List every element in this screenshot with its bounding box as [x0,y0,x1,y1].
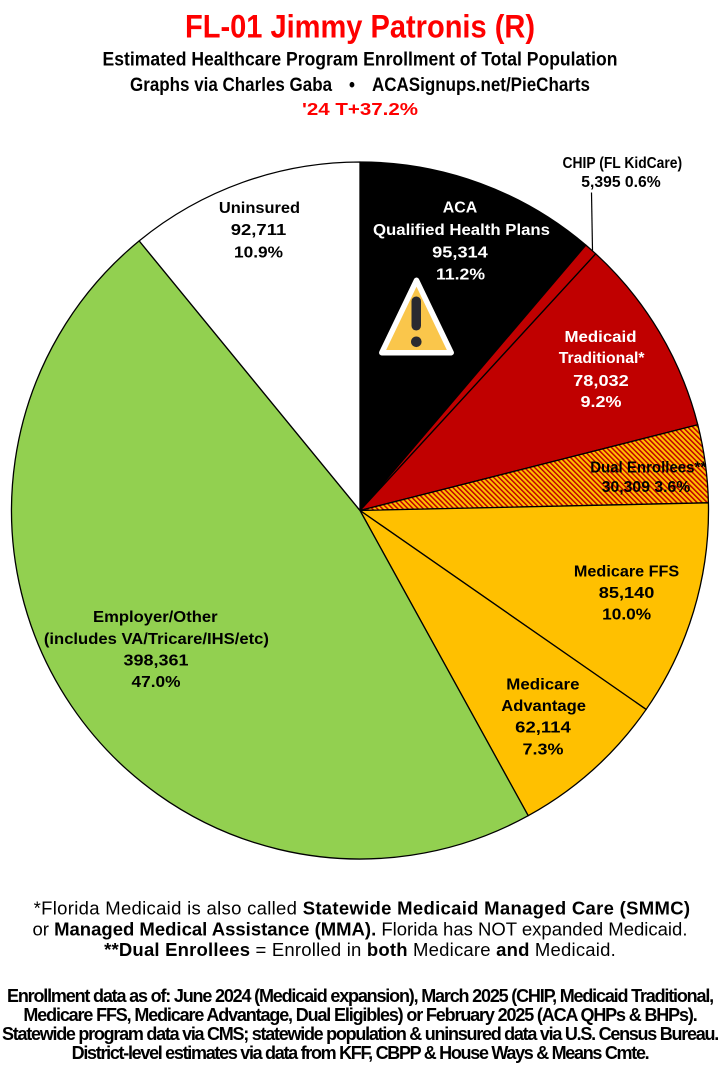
svg-text:7.3%: 7.3% [523,741,564,758]
svg-text:Medicare: Medicare [506,676,580,693]
svg-text:47.0%: 47.0% [132,674,181,691]
svg-text:*Florida Medicaid is also call: *Florida Medicaid is also called Statewi… [34,898,691,919]
svg-text:CHIP (FL KidCare): CHIP (FL KidCare) [563,155,683,172]
svg-text:10.0%: 10.0% [602,606,651,623]
svg-text:Employer/Other: Employer/Other [93,609,218,626]
svg-text:Dual Enrollees**: Dual Enrollees** [590,460,707,477]
svg-text:5,395 0.6%: 5,395 0.6% [581,174,661,191]
svg-text:Qualified Health Plans: Qualified Health Plans [373,222,550,239]
svg-text:62,114: 62,114 [515,720,571,737]
svg-text:District-level estimates via d: District-level estimates via data from K… [72,1043,649,1063]
svg-text:(includes VA/Tricare/IHS/etc): (includes VA/Tricare/IHS/etc) [44,631,269,648]
svg-text:Medicaid: Medicaid [565,329,637,346]
svg-text:9.2%: 9.2% [581,394,622,411]
svg-text:Estimated Healthcare Program E: Estimated Healthcare Program Enrollment … [103,49,618,70]
svg-text:Medicare FFS, Medicare Advanta: Medicare FFS, Medicare Advantage, Dual E… [23,1005,696,1025]
svg-text:Graphs via Charles Gaba • ACAS: Graphs via Charles Gaba • ACASignups.net… [130,75,590,96]
svg-text:398,361: 398,361 [124,653,189,670]
svg-text:Medicare FFS: Medicare FFS [574,563,679,580]
svg-text:Advantage: Advantage [501,698,586,715]
svg-text:95,314: 95,314 [432,245,488,262]
svg-text:ACA: ACA [443,200,478,217]
svg-text:92,711: 92,711 [231,222,287,239]
svg-text:11.2%: 11.2% [436,266,485,283]
svg-text:'24 T+37.2%: '24 T+37.2% [302,99,419,119]
svg-text:85,140: 85,140 [599,585,655,602]
svg-text:10.9%: 10.9% [234,244,283,261]
svg-text:**Dual Enrollees = Enrolled in: **Dual Enrollees = Enrolled in both Medi… [104,939,616,960]
svg-text:or Managed Medical Assistance: or Managed Medical Assistance (MMA). Flo… [33,919,688,940]
svg-text:Statewide program data via CMS: Statewide program data via CMS; statewid… [2,1024,718,1044]
svg-text:30,309 3.6%: 30,309 3.6% [602,479,691,496]
svg-text:78,032: 78,032 [573,373,629,390]
svg-text:Uninsured: Uninsured [219,200,300,217]
svg-text:FL-01 Jimmy Patronis (R): FL-01 Jimmy Patronis (R) [185,9,535,45]
svg-text:Traditional*: Traditional* [559,350,646,367]
svg-text:Enrollment data as of: June 20: Enrollment data as of: June 2024 (Medica… [7,986,713,1006]
